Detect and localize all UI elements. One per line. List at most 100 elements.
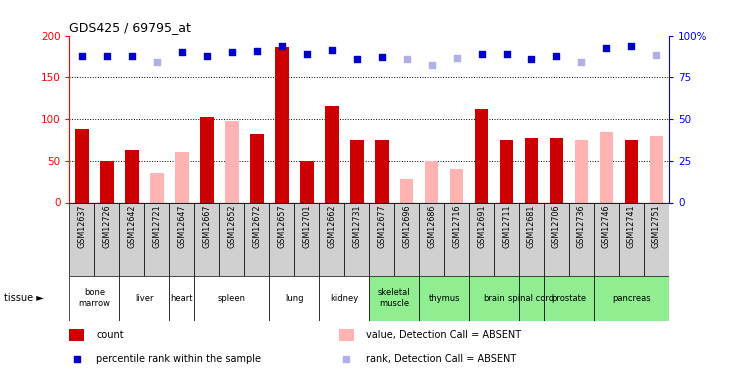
Point bbox=[376, 54, 387, 60]
Text: spleen: spleen bbox=[218, 294, 246, 303]
Text: GSM12736: GSM12736 bbox=[577, 205, 586, 248]
Text: GSM12691: GSM12691 bbox=[477, 205, 486, 248]
Text: kidney: kidney bbox=[330, 294, 358, 303]
Point bbox=[301, 51, 313, 57]
Point bbox=[151, 59, 163, 65]
Bar bbox=[175, 152, 189, 202]
Text: spinal cord: spinal cord bbox=[509, 294, 555, 303]
Text: heart: heart bbox=[170, 294, 193, 303]
Bar bbox=[444, 202, 469, 276]
Bar bbox=[75, 129, 88, 203]
Text: GSM12706: GSM12706 bbox=[552, 205, 561, 248]
Bar bbox=[469, 276, 519, 321]
Bar bbox=[300, 161, 314, 202]
Text: GSM12677: GSM12677 bbox=[377, 205, 386, 248]
Bar bbox=[619, 202, 644, 276]
Point bbox=[101, 54, 113, 60]
Text: GSM12751: GSM12751 bbox=[652, 205, 661, 248]
Text: GSM12701: GSM12701 bbox=[302, 205, 311, 248]
Bar bbox=[69, 276, 119, 321]
Bar bbox=[474, 109, 488, 202]
Bar bbox=[125, 150, 139, 202]
Bar bbox=[150, 173, 164, 202]
Bar bbox=[575, 140, 588, 202]
Text: GSM12652: GSM12652 bbox=[227, 205, 236, 248]
Point bbox=[226, 50, 238, 55]
Bar bbox=[644, 202, 669, 276]
Text: GSM12672: GSM12672 bbox=[252, 205, 261, 248]
Bar bbox=[275, 47, 289, 202]
Bar bbox=[119, 276, 170, 321]
Point bbox=[425, 62, 437, 68]
Bar bbox=[170, 276, 194, 321]
Point bbox=[651, 52, 662, 58]
Text: GSM12726: GSM12726 bbox=[102, 205, 111, 248]
Text: value, Detection Call = ABSENT: value, Detection Call = ABSENT bbox=[366, 330, 521, 340]
Text: GSM12657: GSM12657 bbox=[277, 205, 287, 248]
Bar bbox=[544, 276, 594, 321]
Bar bbox=[525, 138, 538, 202]
Text: GSM12686: GSM12686 bbox=[427, 205, 436, 248]
Text: GSM12711: GSM12711 bbox=[502, 205, 511, 248]
Bar bbox=[145, 202, 170, 276]
Point bbox=[476, 51, 488, 57]
Text: GDS425 / 69795_at: GDS425 / 69795_at bbox=[69, 21, 192, 34]
Text: percentile rank within the sample: percentile rank within the sample bbox=[96, 354, 262, 364]
Text: prostate: prostate bbox=[551, 294, 586, 303]
Bar bbox=[319, 202, 344, 276]
Bar bbox=[194, 202, 219, 276]
Point bbox=[276, 43, 287, 49]
Point bbox=[601, 45, 613, 51]
Point bbox=[76, 54, 88, 60]
Point bbox=[451, 55, 463, 61]
Text: skeletal
muscle: skeletal muscle bbox=[378, 288, 410, 308]
Bar bbox=[519, 276, 544, 321]
Point bbox=[126, 54, 137, 60]
Bar bbox=[624, 140, 638, 202]
Bar bbox=[594, 202, 619, 276]
Text: tissue ►: tissue ► bbox=[4, 293, 43, 303]
Bar bbox=[544, 202, 569, 276]
Text: rank, Detection Call = ABSENT: rank, Detection Call = ABSENT bbox=[366, 354, 516, 364]
Bar bbox=[369, 276, 419, 321]
Bar bbox=[469, 202, 494, 276]
Text: GSM12681: GSM12681 bbox=[527, 205, 536, 248]
Bar bbox=[375, 140, 388, 202]
Bar bbox=[419, 276, 469, 321]
Point bbox=[501, 51, 512, 57]
Point bbox=[526, 56, 537, 62]
Bar bbox=[119, 202, 145, 276]
Point bbox=[71, 356, 83, 362]
Text: GSM12647: GSM12647 bbox=[178, 205, 186, 248]
Bar bbox=[450, 169, 463, 202]
Point bbox=[550, 54, 562, 60]
Text: thymus: thymus bbox=[428, 294, 460, 303]
Bar bbox=[494, 202, 519, 276]
Bar bbox=[550, 138, 564, 202]
Bar bbox=[594, 276, 669, 321]
Bar bbox=[244, 202, 269, 276]
Point bbox=[176, 50, 188, 55]
Bar bbox=[219, 202, 244, 276]
Bar bbox=[69, 329, 85, 340]
Point bbox=[575, 59, 587, 65]
Bar bbox=[225, 121, 238, 202]
Text: GSM12746: GSM12746 bbox=[602, 205, 611, 248]
Bar bbox=[269, 276, 319, 321]
Bar bbox=[69, 202, 94, 276]
Bar bbox=[650, 136, 663, 202]
Bar bbox=[519, 202, 544, 276]
Text: pancreas: pancreas bbox=[612, 294, 651, 303]
Text: GSM12741: GSM12741 bbox=[627, 205, 636, 248]
Point bbox=[401, 56, 412, 62]
Bar bbox=[599, 132, 613, 203]
Text: GSM12716: GSM12716 bbox=[452, 205, 461, 248]
Text: GSM12721: GSM12721 bbox=[152, 205, 162, 248]
Point bbox=[626, 43, 637, 49]
Text: GSM12642: GSM12642 bbox=[127, 205, 137, 248]
Bar bbox=[100, 161, 114, 202]
Point bbox=[251, 48, 262, 54]
Bar bbox=[569, 202, 594, 276]
Bar bbox=[400, 179, 414, 203]
Bar bbox=[269, 202, 294, 276]
